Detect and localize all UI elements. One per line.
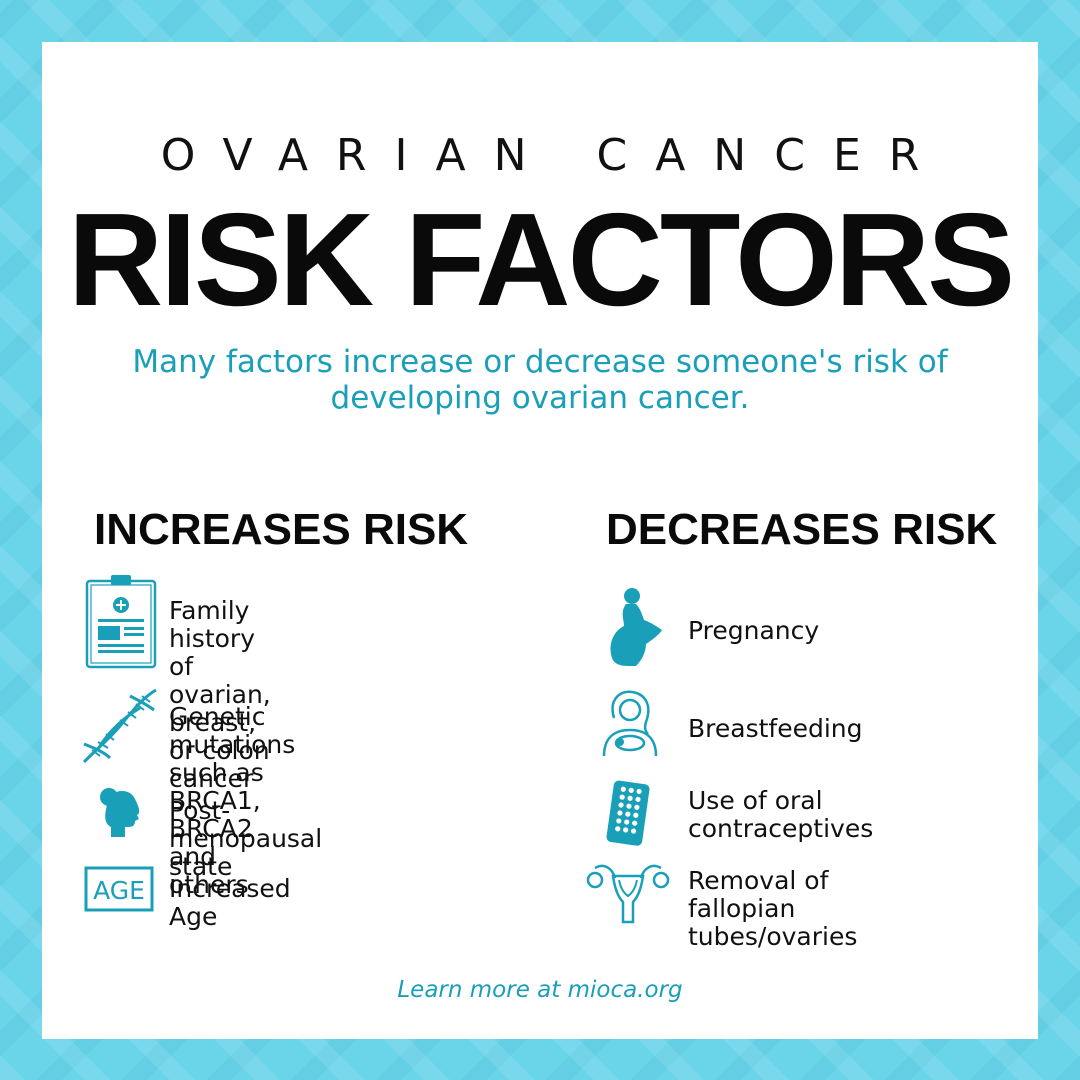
clipboard-icon	[84, 573, 158, 669]
infographic-card	[42, 42, 1038, 1039]
woman-profile-icon	[95, 783, 143, 837]
list-item-label: Removal of fallopian tubes/ovaries	[688, 866, 858, 951]
list-item-label: Post-menopausal state	[169, 796, 323, 881]
list-item-label: Pregnancy	[688, 616, 820, 645]
age-icon: AGE	[84, 866, 154, 912]
increases-risk-heading: INCREASES RISK	[94, 505, 469, 554]
decreases-risk-heading: DECREASES RISK	[606, 505, 998, 554]
breastfeeding-icon	[600, 688, 660, 758]
uterus-icon	[585, 860, 671, 924]
pill-pack-icon	[604, 780, 650, 846]
footer-link-text: Learn more at mioca.org	[397, 977, 683, 1003]
list-item-label: Family history of ovarian, breast, or co…	[169, 596, 271, 793]
pregnant-woman-icon	[606, 586, 666, 668]
list-item-label: Genetic mutations such as BRCA1, BRCA2 a…	[169, 702, 296, 899]
age-icon-text: AGE	[93, 876, 145, 905]
list-item-label: Increased Age	[169, 874, 291, 931]
eyebrow-heading: OVARIAN CANCER	[160, 130, 948, 181]
dna-icon	[80, 686, 160, 766]
page-title: RISK FACTORS	[67, 186, 1015, 333]
subtitle: Many factors increase or decrease someon…	[132, 344, 948, 416]
list-item-label: Breastfeeding	[688, 714, 863, 743]
list-item-label: Use of oral contraceptives	[688, 786, 874, 843]
